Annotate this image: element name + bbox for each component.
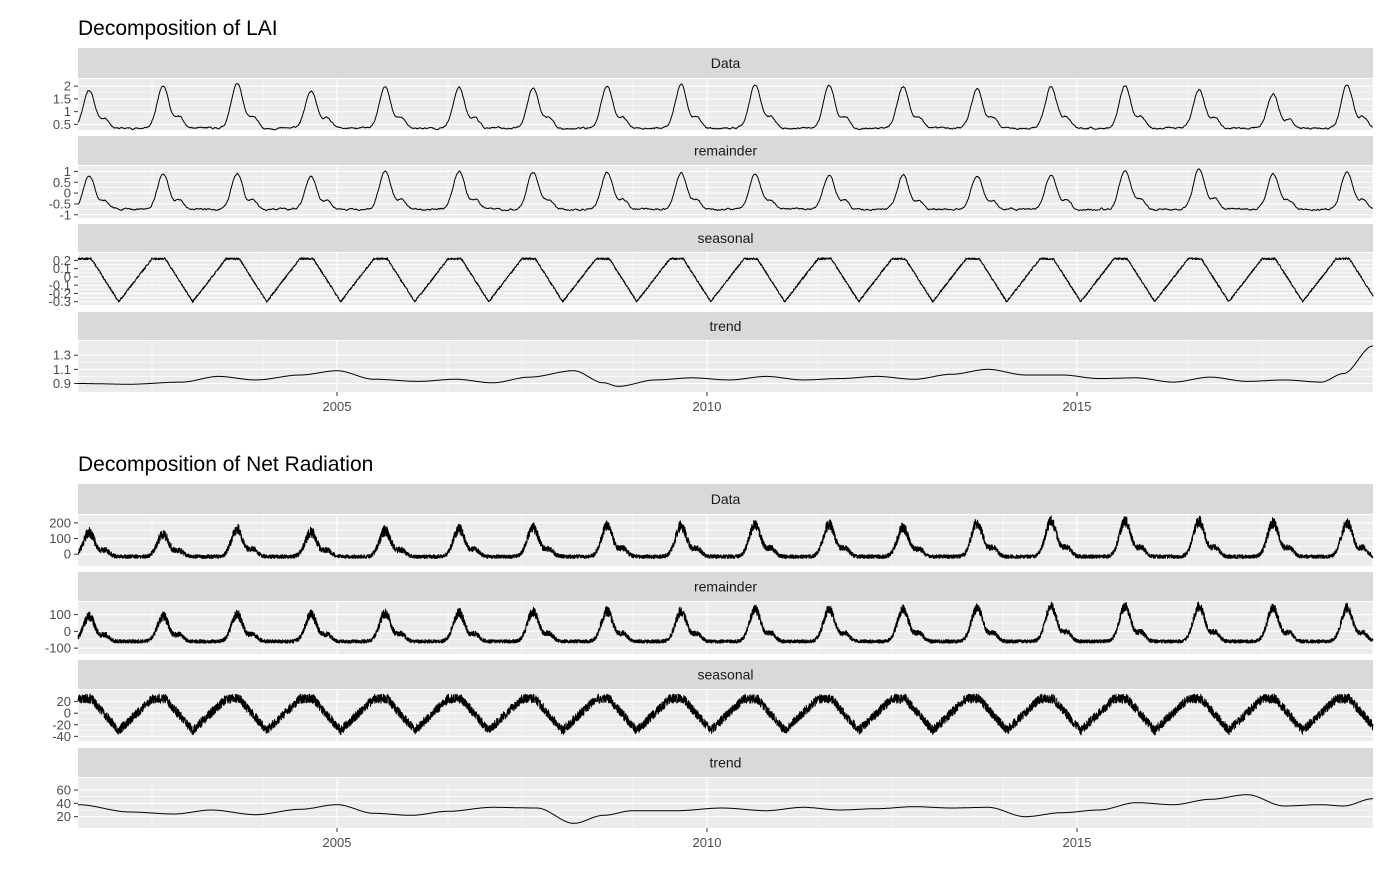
chart-title-lai: Decomposition of LAI xyxy=(78,17,278,40)
facet-strip xyxy=(78,48,1373,78)
series-line-seasonal xyxy=(77,693,1374,736)
lai-decomposition-chart: Data0.511.52remainder-1-0.500.51seasonal… xyxy=(49,48,1374,414)
facet-panel-data: Data 0.511.52 xyxy=(53,48,1374,132)
y-tick-label: 60 xyxy=(57,783,71,798)
y-tick-label: -100 xyxy=(45,641,71,656)
facet-strip xyxy=(78,484,1373,514)
facet-strip xyxy=(78,136,1373,165)
y-tick-label: -20 xyxy=(52,717,71,732)
y-tick-label: 200 xyxy=(49,515,71,530)
y-tick-label: 0.1 xyxy=(53,261,71,276)
y-tick-label: 20 xyxy=(57,809,71,824)
chart-title-net-radiation: Decomposition of Net Radiation xyxy=(78,453,373,476)
y-tick-label: 1.3 xyxy=(53,348,71,363)
series-line-trend xyxy=(78,794,1373,824)
series-line-remainder xyxy=(77,168,1373,212)
facet-strip xyxy=(78,572,1373,601)
y-tick-label: -40 xyxy=(52,729,71,744)
facet-panel-remainder: remainder -1-0.500.51 xyxy=(49,136,1374,222)
x-tick-label: 2005 xyxy=(323,399,352,414)
facet-strip-label: Data xyxy=(711,491,741,507)
facet-strip-label: remainder xyxy=(694,579,757,595)
net-radiation-decomposition-chart: Data0100200remainder-1000100seasonal-40-… xyxy=(45,484,1374,850)
facet-strip-label: trend xyxy=(710,755,742,771)
y-tick-label: -0.3 xyxy=(49,294,71,309)
panel-background xyxy=(78,341,1373,392)
y-tick-label: 0.5 xyxy=(53,117,71,132)
y-tick-label: 0 xyxy=(64,706,71,721)
facet-strip-label: trend xyxy=(710,318,742,334)
y-tick-label: 2 xyxy=(64,79,71,94)
y-tick-label: 20 xyxy=(57,694,71,709)
x-tick-label: 2010 xyxy=(693,399,722,414)
y-tick-label: 0.5 xyxy=(53,175,71,190)
y-tick-label: -0.5 xyxy=(49,196,71,211)
y-tick-label: 1 xyxy=(64,164,71,179)
x-tick-label: 2010 xyxy=(693,835,722,850)
facet-strip xyxy=(78,312,1373,340)
facet-strip xyxy=(78,660,1373,689)
y-tick-label: 0.2 xyxy=(53,253,71,268)
y-tick-label: 0.9 xyxy=(53,376,71,391)
y-tick-label: 0 xyxy=(64,186,71,201)
y-tick-label: 0 xyxy=(64,624,71,639)
y-tick-label: -0.2 xyxy=(49,286,71,301)
panel-background xyxy=(78,253,1373,305)
facet-panel-trend: trend 0.91.11.3 xyxy=(53,312,1374,392)
y-tick-label: 100 xyxy=(49,531,71,546)
y-tick-label: 100 xyxy=(49,607,71,622)
facet-strip xyxy=(78,224,1373,252)
x-tick-label: 2015 xyxy=(1063,399,1092,414)
series-line-seasonal xyxy=(77,257,1374,303)
x-tick-label: 2015 xyxy=(1063,835,1092,850)
y-tick-label: 0 xyxy=(64,269,71,284)
facet-strip xyxy=(78,748,1373,777)
series-line-trend xyxy=(78,345,1373,387)
facet-strip-label: seasonal xyxy=(697,230,753,246)
facet-strip-label: seasonal xyxy=(697,667,753,683)
y-tick-label: 1.1 xyxy=(53,362,71,377)
panel-background xyxy=(78,79,1373,130)
y-tick-label: -1 xyxy=(59,207,71,222)
y-tick-label: 40 xyxy=(57,796,71,811)
y-tick-label: 0 xyxy=(64,547,71,562)
y-tick-label: 1 xyxy=(64,104,71,119)
panel-background xyxy=(78,602,1373,654)
facet-panel-remainder: remainder -100 0 100 xyxy=(45,572,1374,656)
facet-panel-seasonal: seasonal -0.3-0.2-0.100.10.2 xyxy=(49,224,1374,309)
y-tick-label: -0.1 xyxy=(49,278,71,293)
series-line-data xyxy=(77,83,1373,131)
series-line-data xyxy=(77,515,1374,559)
x-tick-label: 2005 xyxy=(323,835,352,850)
facet-strip-label: remainder xyxy=(694,143,757,159)
facet-strip-label: Data xyxy=(711,55,741,71)
y-tick-label: 1.5 xyxy=(53,91,71,106)
series-line-remainder xyxy=(77,601,1374,644)
